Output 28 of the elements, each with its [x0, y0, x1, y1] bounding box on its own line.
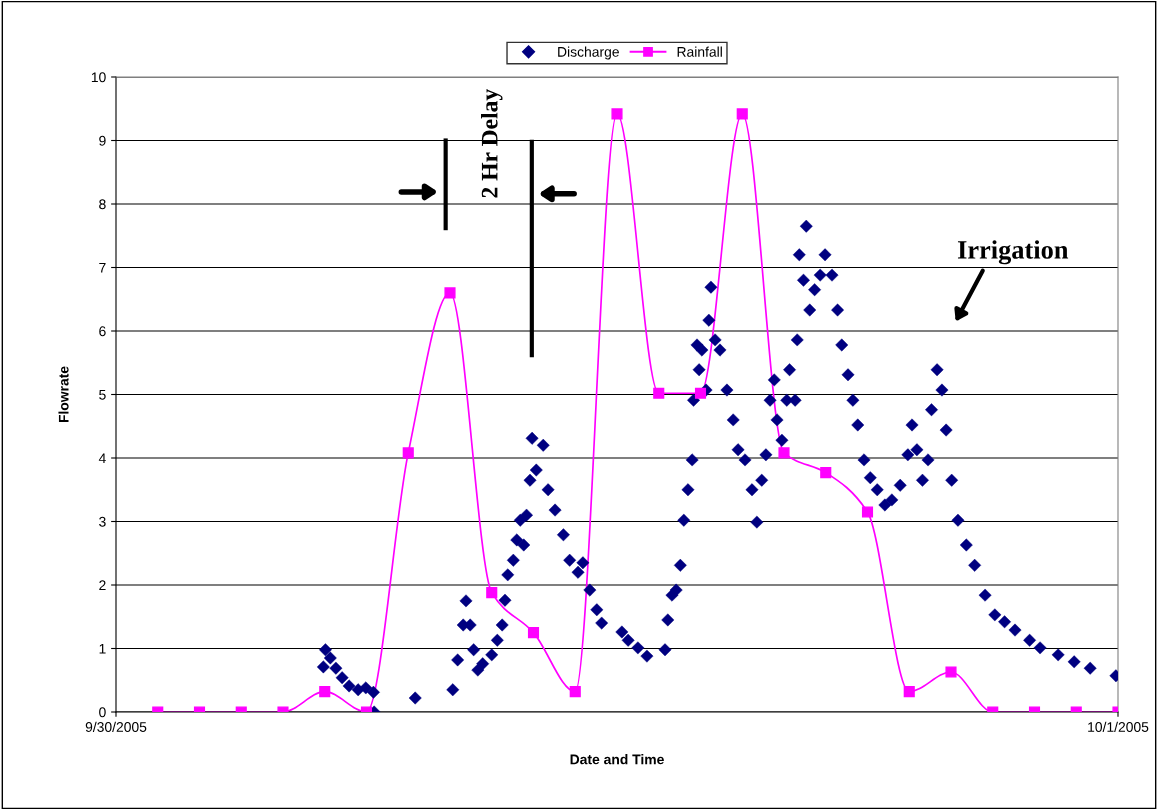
point [402, 447, 414, 459]
point [736, 108, 748, 120]
y-tick-label: 6 [99, 326, 106, 337]
annotation: Irrigation [957, 240, 1069, 265]
point [820, 467, 832, 479]
y-tick-label: 1 [99, 643, 106, 654]
x-axis-title: Date and Time [570, 754, 664, 765]
y-tick-label: 3 [99, 516, 106, 527]
y-tick-label: 7 [99, 262, 106, 273]
y-tick-label: 10 [91, 72, 106, 83]
point [611, 108, 623, 120]
x-tick-label: 9/30/2005 [85, 721, 147, 732]
legend-label: Discharge [558, 46, 619, 60]
y-tick-label: 8 [99, 199, 106, 210]
y-tick-label: 9 [99, 135, 106, 146]
y-axis-title: Flowrate [58, 366, 69, 423]
x-tick-label: 10/1/2005 [1088, 721, 1149, 732]
point [444, 287, 456, 299]
point [778, 447, 790, 459]
y-tick-label: 5 [99, 389, 106, 400]
point [653, 387, 665, 399]
point [861, 506, 874, 518]
y-tick-label: 0 [99, 707, 106, 718]
y-tick-label: 2 [99, 580, 106, 591]
point [694, 387, 707, 399]
y-tick-label: 4 [98, 453, 106, 464]
legend-label: Rainfall [677, 46, 722, 57]
annotation: 2 Hr Delay [481, 89, 503, 198]
